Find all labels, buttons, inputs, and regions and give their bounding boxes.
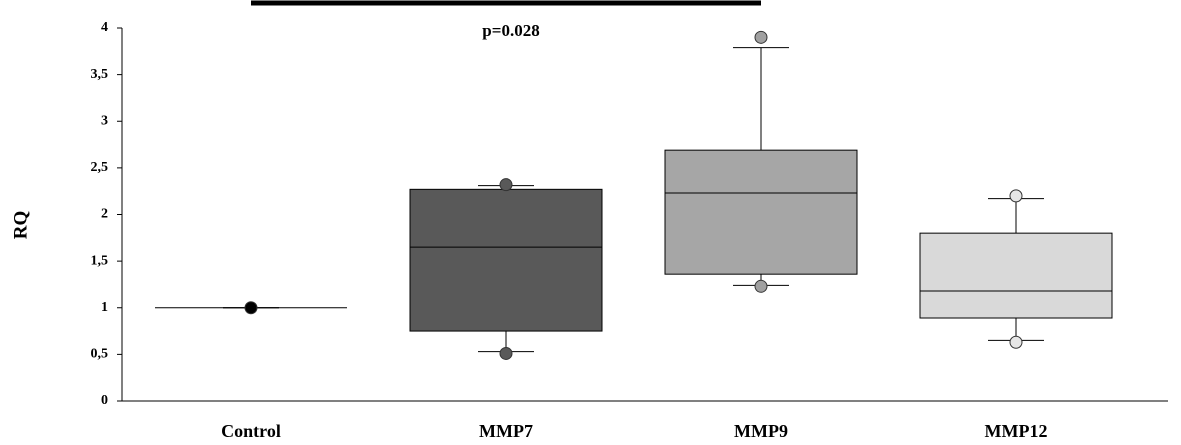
point	[754, 279, 768, 293]
x-tick-label: MMP9	[734, 421, 788, 441]
box	[409, 188, 603, 332]
y-tick-label: 3,5	[91, 67, 109, 82]
point	[1009, 189, 1023, 203]
x-tick-label: MMP7	[479, 421, 533, 441]
x-tick-label: Control	[221, 421, 281, 441]
point	[499, 346, 513, 360]
box	[664, 149, 858, 275]
y-tick-label: 0	[101, 393, 108, 408]
point	[754, 30, 768, 44]
y-tick-label: 1,5	[91, 253, 109, 268]
point	[1009, 335, 1023, 349]
y-tick-label: 1	[101, 300, 108, 315]
annotation: p=0.028	[482, 21, 539, 40]
y-tick-label: 2,5	[91, 160, 109, 175]
y-tick-label: 4	[101, 20, 108, 35]
y-tick-label: 2	[101, 207, 108, 222]
y-axis-label: RQ	[10, 211, 31, 240]
box	[919, 232, 1113, 319]
point	[244, 301, 258, 315]
x-tick-label: MMP12	[985, 421, 1048, 441]
y-tick-label: 3	[101, 113, 108, 128]
point	[499, 178, 513, 192]
y-tick-label: 0,5	[91, 347, 109, 362]
